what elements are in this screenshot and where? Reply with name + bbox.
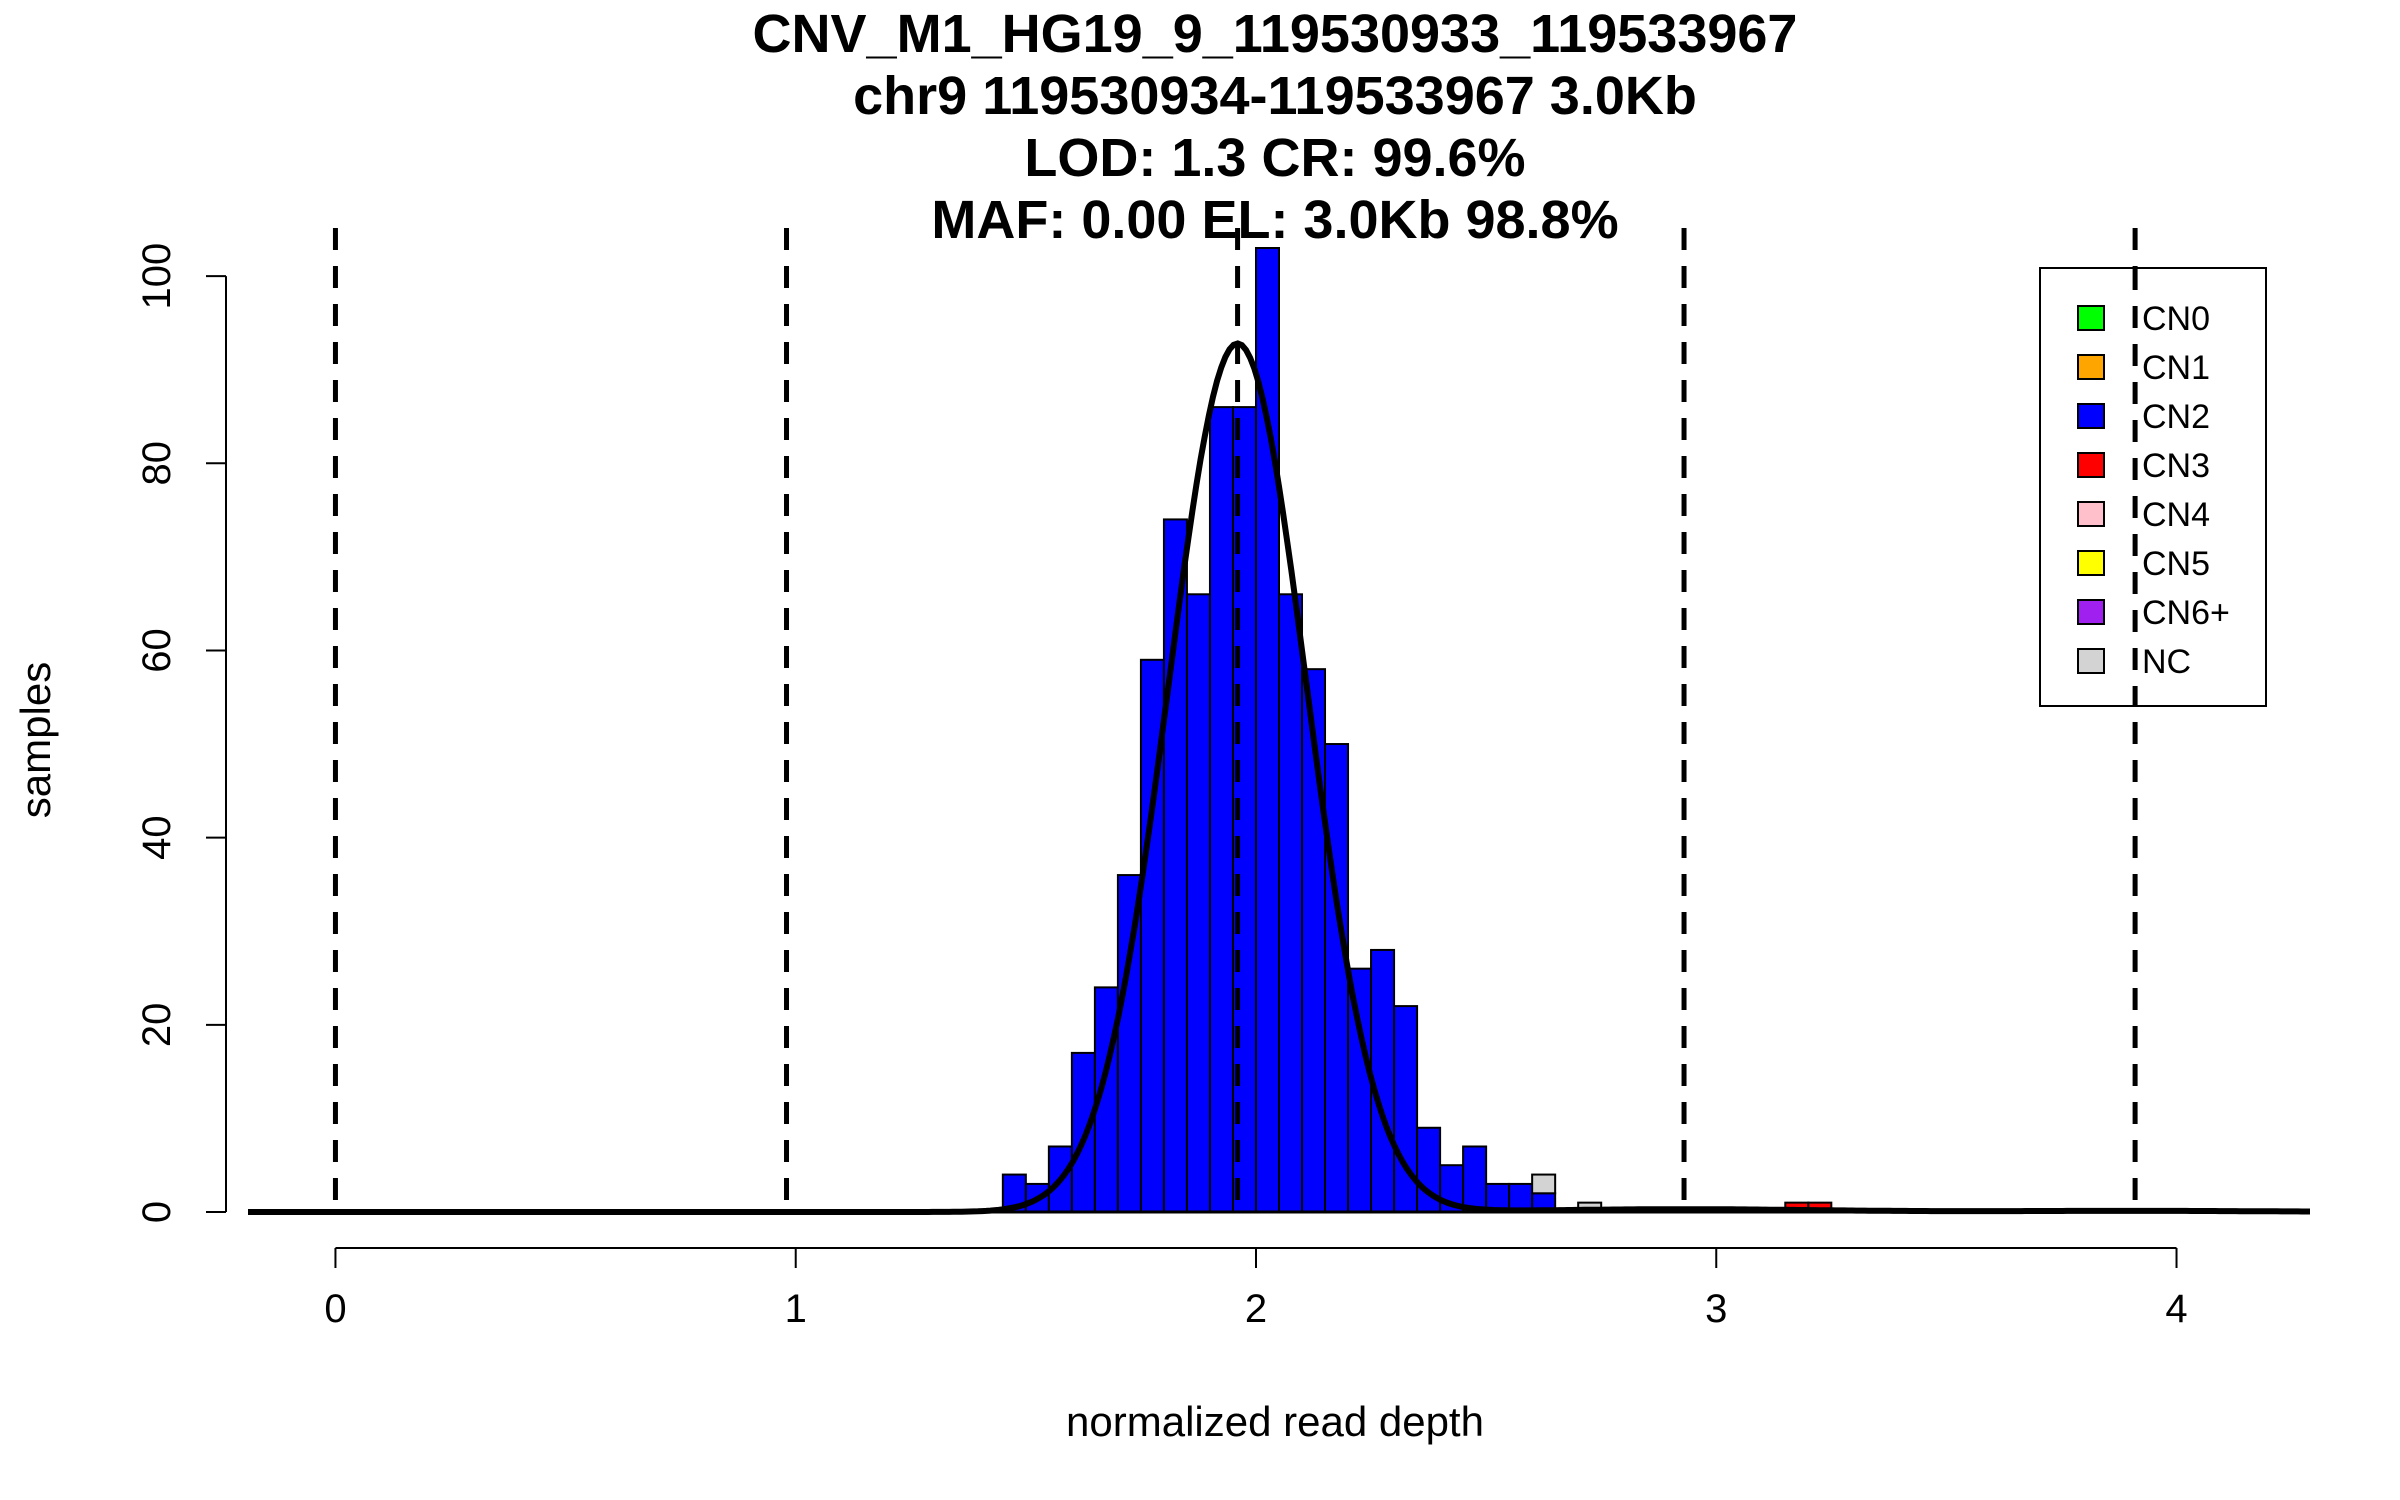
histogram-bar-8 — [1185, 593, 1211, 1213]
legend: CN0 CN1 CN2 CN3 CN4 CN5 CN6+ NC — [2039, 267, 2267, 707]
legend-label-cn3: CN3 — [2142, 447, 2210, 485]
y-tick-label-2: 40 — [135, 815, 179, 860]
x-tick-label-1: 1 — [785, 1287, 807, 1331]
title-line-1: CNV_M1_HG19_9_119530933_119533967 — [753, 4, 1798, 64]
legend-label-cn1: CN1 — [2142, 349, 2210, 387]
legend-swatch-cn1 — [2077, 354, 2105, 380]
histogram-bar-24 — [1531, 1173, 1557, 1195]
legend-swatch-cn0 — [2077, 305, 2105, 331]
histogram-bar-20 — [1462, 1145, 1488, 1214]
y-tick-label-3: 60 — [135, 628, 179, 673]
legend-swatch-cn6plus — [2077, 599, 2105, 625]
legend-label-cn2: CN2 — [2142, 398, 2210, 436]
y-tick-label-4: 80 — [135, 441, 179, 486]
x-tick-label-3: 3 — [1705, 1287, 1727, 1331]
title-line-3: LOD: 1.3 CR: 99.6% — [1024, 128, 1525, 188]
x-tick-label-4: 4 — [2165, 1287, 2187, 1331]
legend-swatch-cn2 — [2077, 403, 2105, 429]
title-line-4: MAF: 0.00 EL: 3.0Kb 98.8% — [931, 190, 1618, 250]
legend-label-nc: NC — [2142, 643, 2191, 681]
legend-swatch-cn3 — [2077, 452, 2105, 478]
chart-title: CNV_M1_HG19_9_119530933_119533967 chr9 1… — [753, 4, 1798, 250]
histogram-bar-14 — [1324, 743, 1350, 1213]
histogram-bar-12 — [1278, 593, 1304, 1213]
y-tick-label-0: 0 — [135, 1201, 179, 1223]
title-line-2: chr9 119530934-119533967 3.0Kb — [853, 66, 1697, 126]
legend-label-cn0: CN0 — [2142, 300, 2210, 338]
y-axis-label: samples — [12, 662, 59, 818]
x-axis-label: normalized read depth — [1066, 1398, 1484, 1445]
legend-label-cn6plus: CN6+ — [2142, 594, 2230, 632]
density-fit-curve — [248, 340, 2310, 1215]
x-tick-label-0: 0 — [324, 1287, 346, 1331]
legend-label-cn5: CN5 — [2142, 545, 2210, 583]
y-tick-label-1: 20 — [135, 1003, 179, 1048]
histogram-bar-15 — [1347, 967, 1373, 1214]
histogram-bar-9 — [1208, 406, 1234, 1213]
legend-label-cn4: CN4 — [2142, 496, 2210, 534]
x-tick-label-2: 2 — [1245, 1287, 1267, 1331]
legend-swatch-nc — [2077, 648, 2105, 674]
legend-box — [2039, 267, 2267, 707]
y-tick-label-5: 100 — [135, 243, 179, 310]
legend-swatch-cn4 — [2077, 501, 2105, 527]
legend-swatch-cn5 — [2077, 550, 2105, 576]
histogram-bars — [248, 247, 2310, 1214]
